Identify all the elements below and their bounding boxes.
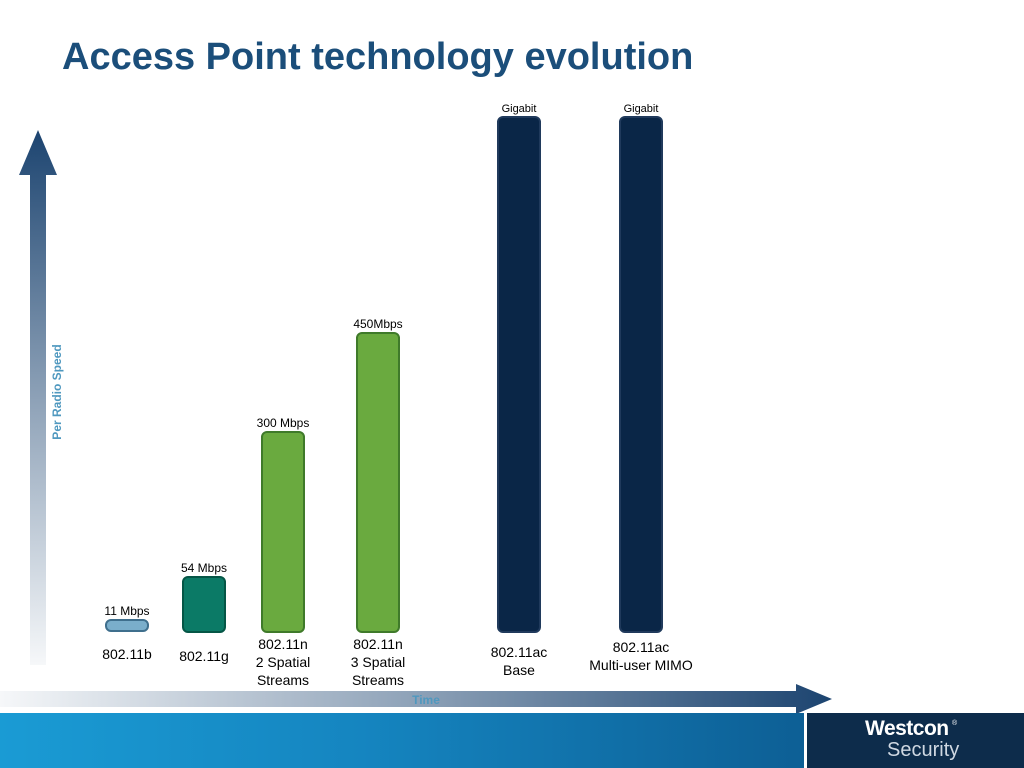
bar-data-label-6: Gigabit [624, 103, 659, 115]
bar-data-label-3: 300 Mbps [257, 416, 310, 430]
bar-6 [619, 116, 663, 633]
bar-2 [182, 576, 226, 633]
category-label-5: 802.11ac Base [491, 644, 548, 678]
chart: Per Radio Speed Time 11 Mbps 802.11b 54 Mb… [0, 103, 832, 713]
bar-data-label-4: 450Mbps [353, 317, 402, 331]
bar-data-label-5: Gigabit [502, 103, 537, 115]
bar-1 [105, 619, 149, 632]
logo-registered-mark: ® [952, 720, 958, 727]
westcon-security-logo: Westcon ® Security [807, 713, 1024, 768]
x-axis-arrow [0, 684, 832, 713]
category-label-4: 802.11n 3 Spatial Streams [351, 636, 405, 688]
category-label-6: 802.11ac Multi-user MIMO [589, 639, 693, 673]
bar-5 [497, 116, 541, 633]
y-axis-arrow [19, 130, 57, 665]
logo-wordmark-security: Security [887, 739, 960, 761]
bar-data-label-1: 11 Mbps [104, 604, 149, 618]
footer: Westcon ® Security [0, 713, 1024, 768]
footer-band [0, 713, 804, 768]
logo-wordmark-westcon: Westcon [865, 717, 949, 740]
x-axis-label: Time [412, 693, 440, 707]
y-axis-label: Per Radio Speed [50, 344, 64, 439]
slide-title: Access Point technology evolution [62, 36, 694, 78]
bar-3 [261, 431, 305, 633]
footer-divider [804, 713, 807, 768]
bar-data-label-2: 54 Mbps [181, 561, 227, 575]
bar-4 [356, 332, 400, 633]
category-label-2: 802.11g [179, 648, 229, 664]
category-label-1: 802.11b [102, 646, 152, 662]
bars-group: 11 Mbps 802.11b 54 Mbps 802.11g 300 Mbps 802.… [102, 103, 693, 688]
category-label-3: 802.11n 2 Spatial Streams [256, 636, 310, 688]
